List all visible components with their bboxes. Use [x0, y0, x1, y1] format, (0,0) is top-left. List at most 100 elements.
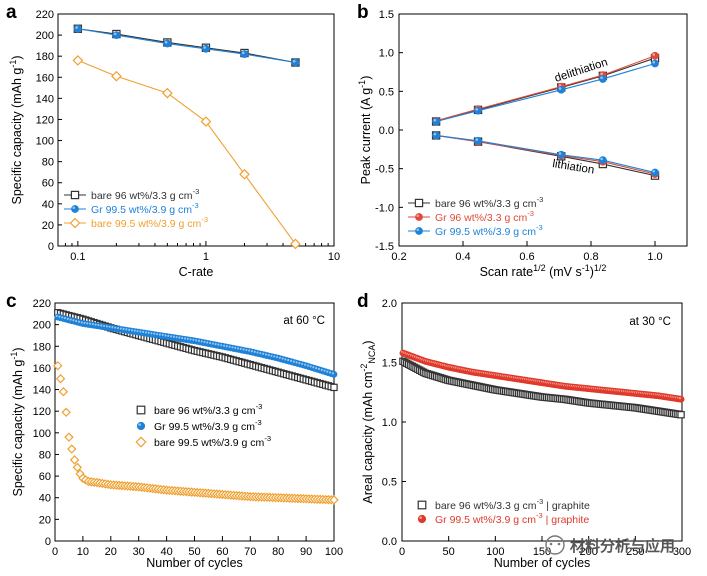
- legend-marker: [136, 421, 146, 431]
- legend-entry: bare 96 wt%/3.3 g cm-3: [91, 187, 199, 202]
- y-tick-label: -1.0: [375, 202, 394, 214]
- legend-marker: [414, 198, 424, 208]
- y-tick-label: 1.0: [382, 417, 397, 429]
- annotation-temperature: at 60 °C: [283, 315, 325, 327]
- x-axis-label: C-rate: [179, 265, 214, 279]
- data-point: [239, 168, 250, 180]
- label-segment: ): [359, 76, 373, 80]
- legend-entry: Gr 99.5 wt%/3.9 g cm-3: [91, 201, 199, 216]
- watermark-text: 材料分析与应用: [570, 537, 675, 555]
- label-segment: -3: [537, 497, 544, 506]
- annotation-temperature: at 30 °C: [629, 316, 671, 328]
- label-segment: -3: [536, 223, 543, 232]
- marker-highlight: [172, 335, 175, 338]
- series-2: [53, 361, 339, 505]
- y-tick-label: 0: [48, 241, 54, 253]
- label-segment: Specific capacity (mAh g: [11, 360, 25, 497]
- series-line-0: [77, 28, 296, 64]
- data-point: [111, 70, 122, 82]
- label-segment: bare 96 wt%/3.3 g cm: [91, 190, 193, 202]
- data-point: [240, 50, 249, 58]
- legend-marker: [417, 500, 427, 510]
- series-0: [399, 357, 685, 419]
- marker-highlight: [475, 108, 479, 111]
- data-point: [67, 444, 77, 454]
- y-tick-label: 20: [39, 514, 51, 526]
- label-segment: 1/2: [594, 263, 607, 273]
- label-segment: Gr 99.5 wt%/3.9 g cm: [154, 421, 255, 433]
- label-segment: Gr 99.5 wt%/3.9 g cm: [435, 226, 536, 238]
- y-tick-label: 160: [36, 72, 54, 84]
- marker-highlight: [217, 343, 220, 346]
- data-point: [330, 370, 338, 378]
- legend-entry: bare 99.5 wt%/3.9 g cm-3: [154, 434, 271, 449]
- x-tick-label: 50: [188, 546, 200, 558]
- marker-highlight: [189, 338, 192, 341]
- marker-highlight: [242, 348, 245, 351]
- y-axis-label: Specific capacity (mAh g-1): [9, 347, 25, 496]
- label-segment: bare 99.5 wt%/3.9 g cm: [91, 218, 202, 230]
- marker-highlight: [103, 324, 106, 328]
- marker-highlight: [167, 334, 170, 337]
- data-point: [72, 55, 84, 66]
- marker-highlight: [80, 321, 83, 324]
- y-tick-label: 160: [33, 363, 51, 375]
- marker-highlight: [94, 323, 97, 326]
- marker-highlight: [125, 328, 128, 331]
- panel-a-frame: [57, 13, 335, 247]
- y-axis-label: Specific capacity (mAh g-1): [8, 55, 24, 204]
- marker-highlight: [678, 397, 682, 400]
- y-tick-label: 0.5: [382, 477, 397, 489]
- label-segment: Areal capacity (mAh cm: [361, 372, 375, 504]
- label-segment: -1: [357, 80, 367, 88]
- data-point: [72, 462, 83, 473]
- x-tick-label: 30: [133, 546, 145, 558]
- y-tick-label: 120: [36, 114, 54, 126]
- marker-highlight: [164, 334, 167, 337]
- data-point: [202, 44, 210, 53]
- panel-letter-d: d: [357, 291, 369, 312]
- marker-highlight: [317, 367, 321, 371]
- data-point: [432, 117, 441, 126]
- marker-highlight: [600, 72, 603, 76]
- marker-highlight: [241, 51, 245, 55]
- marker-highlight: [97, 323, 100, 327]
- legend: bare 96 wt%/3.3 g cm-3Gr 96 wt%/3.3 g cm…: [408, 195, 543, 238]
- marker-highlight: [475, 138, 479, 141]
- marker-highlight: [220, 344, 223, 347]
- marker-highlight: [558, 87, 562, 90]
- marker-highlight: [416, 214, 419, 218]
- data-point: [163, 39, 172, 48]
- marker-highlight: [248, 349, 251, 352]
- marker-highlight: [181, 336, 184, 340]
- x-tick-label: 0.6: [519, 251, 534, 263]
- label-segment: Peak current (A g: [359, 88, 373, 185]
- legend-marker: [417, 514, 427, 524]
- y-tick-label: 40: [42, 199, 54, 211]
- label-segment: -3: [255, 418, 262, 427]
- panel-letter-c: c: [6, 291, 17, 312]
- marker-highlight: [256, 351, 259, 354]
- data-point: [162, 87, 173, 99]
- marker-highlight: [178, 336, 181, 339]
- data-point: [290, 238, 301, 250]
- y-tick-label: 1.5: [379, 9, 394, 21]
- x-tick-label: 50: [443, 546, 455, 558]
- x-tick-label: 90: [300, 546, 312, 558]
- marker-highlight: [136, 330, 139, 333]
- y-tick-label: 0.0: [379, 125, 394, 137]
- label-segment: -1: [582, 263, 590, 273]
- y-tick-label: 0: [45, 536, 51, 548]
- marker-highlight: [122, 327, 125, 331]
- legend: bare 96 wt%/3.3 g cm-3Gr 99.5 wt%/3.9 g …: [64, 187, 208, 230]
- series-line-1: [77, 28, 296, 64]
- x-axis-label: Number of cycles: [494, 556, 591, 570]
- marker-highlight: [72, 319, 75, 322]
- x-tick-label: 1.0: [647, 251, 662, 263]
- x-tick-label: 0.1: [70, 251, 85, 263]
- marker-highlight: [295, 361, 298, 364]
- legend-marker: [69, 217, 81, 229]
- legend-entry: bare 99.5 wt%/3.9 g cm-3: [91, 215, 208, 230]
- label-segment: -3: [264, 434, 271, 443]
- y-axis-label: Areal capacity (mAh cm-2NCA): [359, 340, 377, 503]
